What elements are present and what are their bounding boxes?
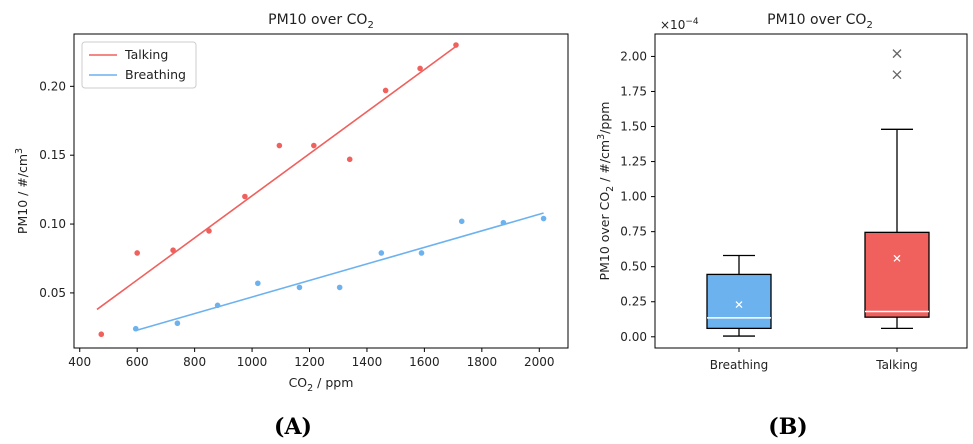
data-point-talking: [346, 156, 353, 163]
data-point-talking: [417, 65, 423, 72]
outlier-marker: [892, 49, 902, 59]
legend-label-breathing: Breathing: [125, 67, 186, 82]
chart-b-y-axis-label: PM10 over CO2 / #/cm3/ppm: [596, 102, 616, 281]
data-point-breathing: [214, 302, 221, 309]
data-point-breathing: [174, 320, 181, 327]
mean-marker-stroke: [735, 301, 743, 309]
y-tick-label: 0.25: [620, 295, 647, 309]
y-tick-label: 0.20: [39, 79, 66, 93]
x-tick-label: 600: [126, 355, 149, 369]
box-body: [864, 231, 930, 318]
fit-line-talking: [96, 45, 457, 311]
data-point-talking: [170, 247, 176, 254]
x-tick-label: Breathing: [710, 358, 769, 372]
y-tick-label: 0.15: [39, 148, 66, 162]
y-tick-label: 0.10: [39, 217, 66, 231]
x-tick-label: 1800: [467, 355, 498, 369]
chart-a-y-ticks: 0.05 0.10 0.15 0.20: [39, 79, 74, 300]
data-point-breathing: [418, 250, 425, 256]
outlier-stroke: [892, 49, 902, 59]
chart-a-y-axis-label: PM10 / #/cm3: [14, 148, 30, 234]
chart-b-x-ticks: Breathing Talking: [710, 348, 918, 372]
data-point-talking: [311, 142, 317, 149]
box-talking: [864, 49, 930, 330]
data-point-talking: [453, 42, 459, 48]
panel-label-a: (A): [274, 414, 312, 440]
y-tick-label: 0.05: [39, 286, 66, 300]
data-point-breathing: [132, 325, 139, 332]
data-point-breathing: [540, 215, 547, 222]
data-point-talking: [242, 193, 248, 200]
data-point-breathing: [500, 219, 507, 226]
data-point-talking: [98, 331, 105, 338]
chart-b-y-ticks: 0.00 0.25 0.50 0.75 1.00 1.25 1.50 1.75 2.00: [620, 49, 655, 344]
data-point-talking: [134, 250, 140, 256]
y-tick-label: 1.50: [620, 120, 647, 134]
legend-label-talking: Talking: [124, 47, 168, 62]
panel-label-b: (B): [768, 414, 807, 440]
data-point-talking: [276, 142, 283, 149]
x-tick-label: 800: [183, 355, 206, 369]
y-tick-label: 0.75: [620, 225, 647, 239]
box-breathing: [706, 254, 772, 337]
x-tick-label: 400: [68, 355, 91, 369]
data-point-talking: [206, 228, 212, 234]
legend-frame: [81, 41, 197, 89]
chart-a-x-ticks: 400 600 800 1000 1200 1400 1600 1800 2000: [68, 348, 555, 369]
y-tick-label: 1.25: [620, 155, 647, 169]
chart-a-series: [96, 42, 547, 338]
data-point-breathing: [378, 250, 385, 256]
chart-a-title: PM10 over CO2: [268, 12, 374, 31]
x-tick-label: 1600: [409, 355, 440, 369]
x-tick-label: Talking: [875, 358, 918, 372]
chart-b-title: PM10 over CO2: [767, 12, 873, 31]
mean-marker: [735, 301, 743, 309]
data-point-breathing: [255, 280, 261, 287]
y-tick-label: 1.00: [620, 190, 647, 204]
y-tick-label: 2.00: [620, 49, 647, 63]
outlier-stroke: [892, 70, 902, 80]
chart-a-x-axis-label: CO2 / ppm: [289, 375, 354, 394]
chart-a-legend: Talking Breathing: [81, 41, 197, 89]
chart-b-plot-area: [654, 33, 968, 349]
y-tick-label: 0.50: [620, 260, 647, 274]
chart-b: PM10 over CO2 ×10−4 0.00 0.25 0.50 0.75 1.00…: [596, 12, 968, 440]
y-tick-label: 1.75: [620, 84, 647, 98]
chart-a: PM10 over CO2 400 600 800 1000 1200 1400 1600 1…: [14, 12, 569, 440]
y-tick-label: 0.00: [620, 330, 647, 344]
x-tick-label: 2000: [524, 355, 555, 369]
data-point-breathing: [296, 284, 303, 291]
outlier-marker: [892, 70, 902, 80]
data-point-breathing: [336, 284, 343, 291]
chart-b-boxes: [706, 49, 930, 337]
chart-a-plot-area: [73, 33, 569, 349]
data-point-breathing: [458, 218, 465, 225]
chart-b-scale-label: ×10−4: [660, 17, 699, 32]
mean-marker-stroke: [893, 254, 901, 262]
fit-line-breathing: [136, 212, 544, 331]
x-tick-label: 1000: [237, 355, 268, 369]
mean-marker: [893, 254, 901, 262]
x-tick-label: 1400: [352, 355, 383, 369]
x-tick-label: 1200: [294, 355, 325, 369]
data-point-talking: [382, 87, 389, 94]
box-body: [706, 273, 772, 330]
